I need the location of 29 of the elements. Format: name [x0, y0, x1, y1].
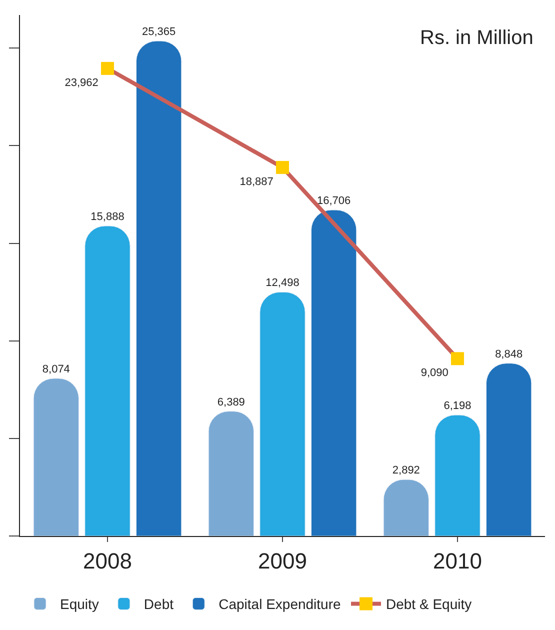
data-label: 8,074 [42, 363, 70, 376]
data-label: 6,198 [444, 400, 472, 412]
data-label: 2,892 [392, 464, 420, 477]
data-label: 23,962 [64, 76, 98, 89]
data-label: 8,848 [495, 348, 523, 360]
data-label: 25,365 [142, 26, 176, 38]
annotation: Rs. in Million [420, 27, 534, 49]
bar [33, 378, 79, 536]
legend-label: Equity [60, 596, 99, 612]
bar [486, 363, 532, 536]
x-tick-label: 2009 [258, 548, 307, 574]
data-label: 18,887 [240, 176, 274, 188]
bar [434, 414, 480, 536]
bar [208, 411, 254, 536]
x-tick-label: 2008 [83, 548, 132, 574]
data-label: 16,706 [317, 195, 351, 208]
data-label: 9,090 [420, 367, 448, 380]
data-label: 12,498 [266, 277, 300, 290]
bar [260, 292, 306, 536]
legend-label: Debt [144, 596, 174, 612]
data-label: 6,389 [217, 396, 245, 408]
legend-label: Debt & Equity [386, 596, 472, 612]
x-tick-label: 2010 [433, 548, 482, 574]
legend-label: Capital Expenditure [218, 596, 342, 612]
data-label: 15,888 [90, 210, 124, 223]
bar [84, 226, 130, 536]
bar [383, 479, 429, 536]
bar [136, 40, 182, 536]
bar [311, 210, 357, 536]
